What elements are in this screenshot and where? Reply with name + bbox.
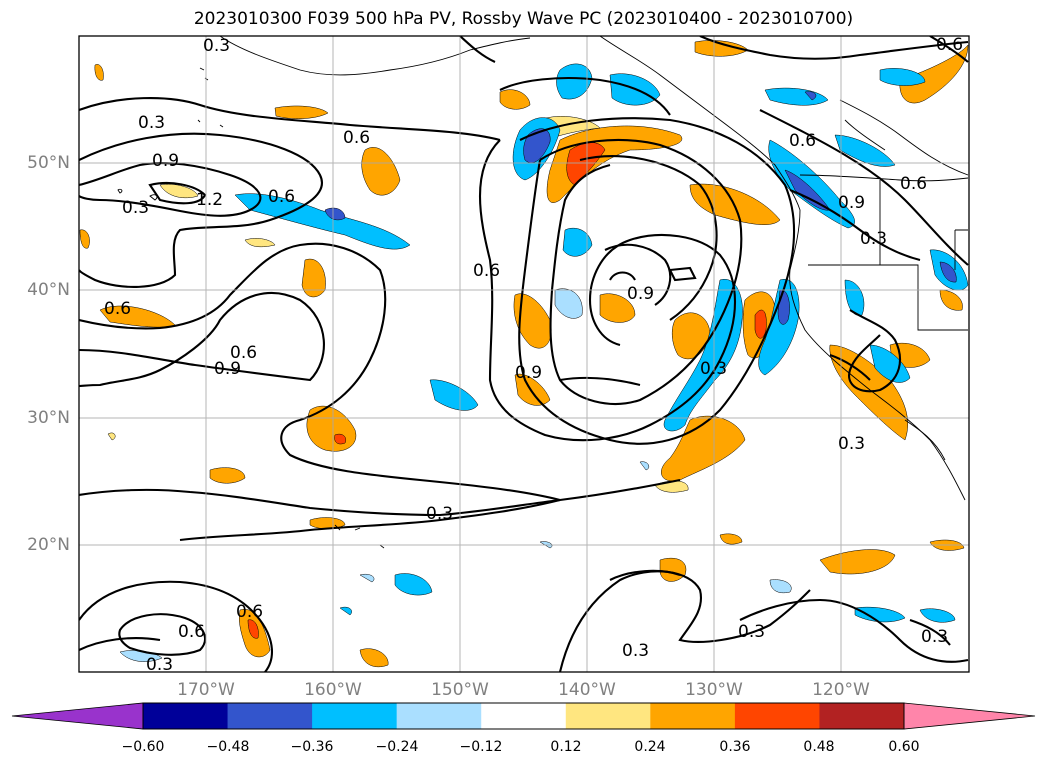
colorbar-frame — [142, 702, 905, 730]
contour-label: 0.3 — [700, 359, 727, 379]
contour-label: 0.6 — [236, 602, 263, 622]
graticule — [79, 36, 969, 672]
colorbar-cell — [143, 703, 229, 729]
filled-anomalies — [79, 40, 969, 668]
colorbar — [11, 702, 1036, 730]
lon-tick-label: 140°W — [558, 680, 616, 700]
colorbar-tick-label: 0.24 — [634, 739, 666, 755]
contour-label: 0.6 — [104, 299, 131, 319]
colorbar-extend-min — [11, 702, 144, 730]
colorbar-tick-label: −0.60 — [121, 739, 165, 755]
lon-tick-label: 130°W — [685, 680, 743, 700]
colorbar-tick-label: 0.12 — [550, 739, 582, 755]
contour-label: 0.3 — [138, 113, 165, 133]
contour-label: 0.9 — [515, 363, 542, 383]
lon-tick-label: 150°W — [431, 680, 489, 700]
colorbar-cell — [481, 703, 567, 729]
map-title: 2023010300 F039 500 hPa PV, Rossby Wave … — [193, 9, 854, 29]
lon-tick-label: 170°W — [177, 680, 235, 700]
contour-label: 0.6 — [178, 622, 205, 642]
colorbar-cell — [312, 703, 398, 729]
contour-label: 0.9 — [152, 151, 179, 171]
colorbar-cell — [734, 703, 820, 729]
colorbar-tick-label: 0.36 — [719, 739, 751, 755]
contour-label: 0.3 — [622, 641, 649, 661]
contour-label: 0.9 — [838, 193, 865, 213]
contour-label: 0.9 — [627, 284, 654, 304]
contour-label: 0.3 — [426, 504, 453, 524]
contour-label: 0.9 — [214, 359, 241, 379]
lon-tick-label: 160°W — [304, 680, 362, 700]
lat-tick-label: 40°N — [27, 280, 70, 300]
colorbar-tick-label: −0.48 — [206, 739, 250, 755]
contour-label: 0.3 — [921, 627, 948, 647]
contour-label: 0.3 — [860, 229, 887, 249]
colorbar-cell — [396, 703, 482, 729]
colorbar-tick-label: −0.24 — [375, 739, 419, 755]
colorbar-tick-label: −0.36 — [290, 739, 334, 755]
contour-label: 0.6 — [473, 261, 500, 281]
contour-labels: 0.3 0.3 0.9 1.2 0.3 0.6 0.6 0.6 0.6 0.9 … — [104, 35, 963, 675]
map-frame — [78, 35, 970, 673]
colorbar-tick-label: 0.48 — [803, 739, 835, 755]
contour-label: 0.6 — [343, 128, 370, 148]
lat-tick-label: 20°N — [27, 535, 70, 555]
lon-tick-label: 120°W — [812, 680, 870, 700]
colorbar-extend-max — [903, 702, 1036, 730]
contour-label: 0.6 — [900, 174, 927, 194]
lat-tick-label: 30°N — [27, 408, 70, 428]
colorbar-cell — [650, 703, 736, 729]
colorbar-tick-label: −0.12 — [459, 739, 503, 755]
contour-label: 0.6 — [230, 343, 257, 363]
contour-label: 0.3 — [738, 622, 765, 642]
contour-label: 1.2 — [196, 190, 223, 210]
colorbar-cell — [565, 703, 651, 729]
pv-contours — [79, 36, 969, 672]
contour-label: 0.6 — [268, 187, 295, 207]
contour-label: 0.3 — [146, 655, 173, 675]
contour-label: 0.6 — [936, 35, 963, 55]
contour-label: 0.3 — [838, 434, 865, 454]
lat-tick-label: 50°N — [27, 153, 70, 173]
contour-label: 0.6 — [789, 131, 816, 151]
contour-label: 0.3 — [122, 198, 149, 218]
contour-label: 0.3 — [203, 36, 230, 56]
colorbar-cell — [227, 703, 313, 729]
colorbar-cell — [819, 703, 905, 729]
colorbar-tick-label: 0.60 — [888, 739, 920, 755]
